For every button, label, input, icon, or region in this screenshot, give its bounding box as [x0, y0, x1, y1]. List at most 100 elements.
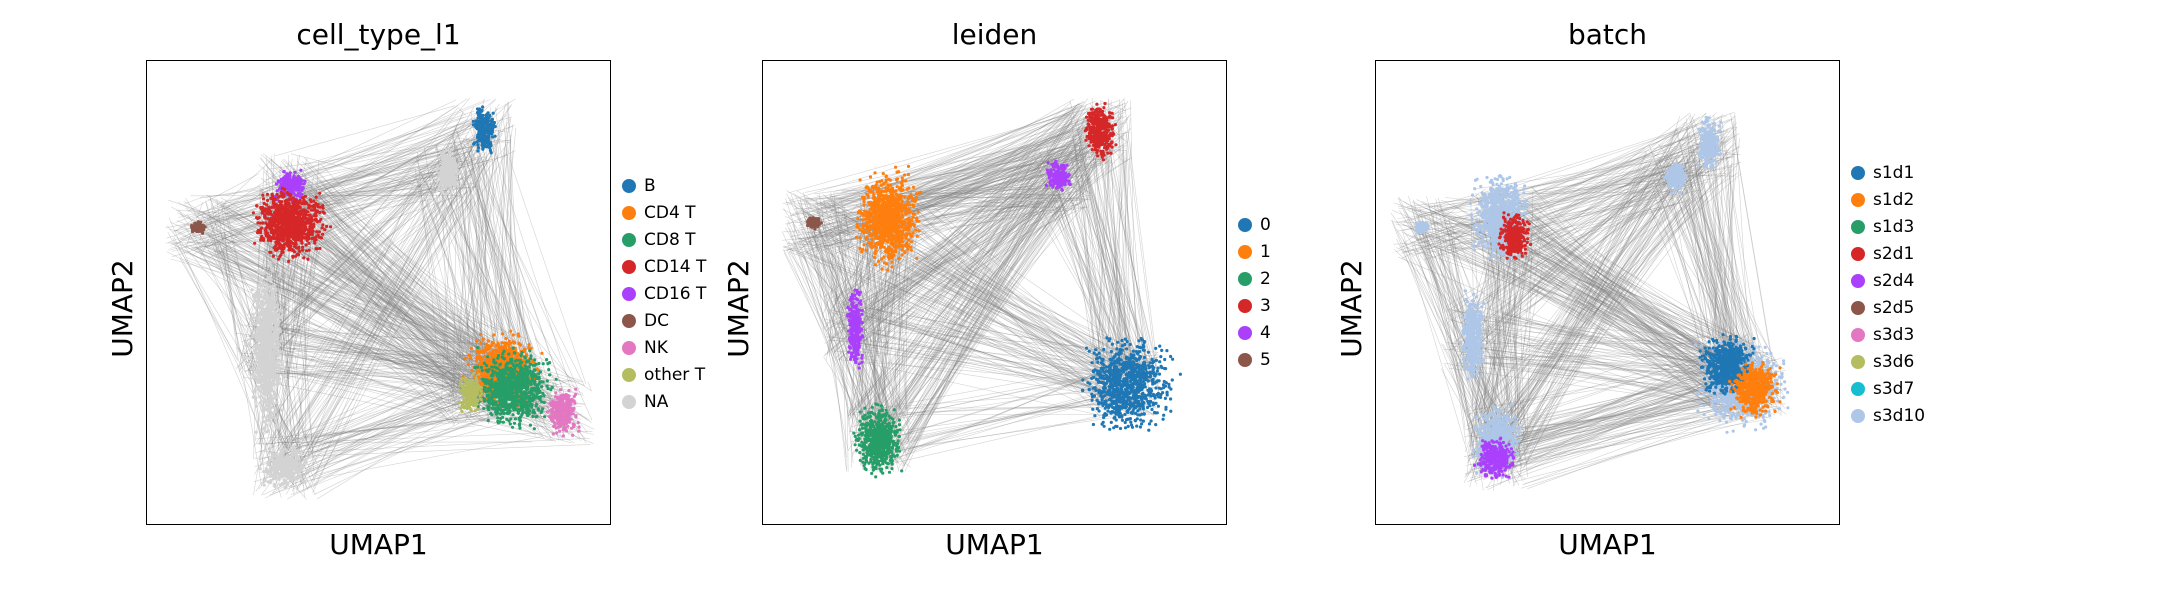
point [268, 405, 272, 409]
point [309, 200, 313, 204]
point [490, 130, 494, 134]
edge [282, 141, 477, 459]
point [259, 336, 263, 340]
point [280, 249, 284, 253]
point [453, 171, 457, 175]
edge [495, 113, 510, 378]
edge [176, 99, 457, 231]
point [278, 457, 282, 461]
edge [226, 142, 500, 225]
edge [267, 151, 446, 452]
point [271, 454, 275, 458]
point [251, 316, 255, 320]
edge [291, 145, 465, 492]
point [272, 205, 276, 209]
point [484, 141, 488, 145]
point [310, 208, 314, 212]
point [283, 199, 287, 203]
edge [301, 117, 476, 195]
edge [253, 326, 513, 348]
edge [298, 320, 467, 371]
edge [463, 143, 585, 386]
point [484, 135, 488, 139]
point [259, 358, 263, 362]
point [268, 382, 272, 387]
edge [301, 134, 483, 198]
point [281, 447, 285, 451]
edge [254, 323, 468, 368]
point [307, 217, 311, 221]
point [302, 256, 306, 260]
edge [229, 138, 470, 202]
point [270, 405, 274, 409]
edge [271, 171, 426, 458]
edge [262, 238, 321, 482]
point [298, 195, 302, 199]
point [268, 360, 272, 364]
point [463, 356, 467, 360]
point [451, 163, 455, 167]
point [262, 420, 266, 424]
point [295, 236, 299, 240]
point [481, 337, 485, 341]
point [488, 351, 493, 355]
point [274, 425, 278, 429]
point [276, 329, 280, 333]
edge [224, 117, 511, 197]
edge [204, 259, 475, 384]
point [256, 354, 260, 359]
edge [243, 335, 519, 364]
point [274, 287, 278, 291]
point [490, 365, 494, 369]
point [478, 332, 483, 337]
edge [467, 149, 560, 441]
edge [271, 189, 431, 481]
edge [289, 230, 470, 404]
edge [278, 367, 447, 451]
edge [219, 142, 431, 251]
point [280, 191, 284, 195]
edge [448, 118, 512, 410]
point [275, 205, 279, 210]
edge [222, 223, 498, 390]
point [298, 205, 302, 210]
point [266, 217, 270, 221]
point [436, 166, 440, 170]
edge [286, 159, 479, 495]
edge [204, 240, 483, 365]
point [504, 336, 508, 341]
point [261, 238, 266, 242]
point [298, 188, 302, 192]
edge [442, 112, 464, 156]
edge [226, 220, 454, 424]
point [304, 213, 308, 217]
point [303, 220, 307, 224]
point [291, 456, 295, 460]
edge [308, 410, 548, 478]
point [277, 460, 281, 464]
edge [315, 391, 497, 448]
edge [216, 199, 239, 360]
edge [263, 315, 478, 400]
edge [283, 158, 485, 373]
edge [309, 220, 500, 398]
point [478, 131, 482, 135]
edge [263, 208, 298, 446]
point [260, 330, 264, 334]
point [294, 467, 298, 471]
edge [297, 315, 314, 452]
point [277, 352, 281, 356]
edge [272, 339, 481, 379]
point [269, 478, 273, 483]
point [253, 241, 257, 245]
point [307, 213, 311, 217]
point [512, 340, 516, 344]
edge [272, 360, 481, 392]
edge [283, 383, 489, 465]
point [270, 314, 275, 318]
edge [165, 122, 474, 244]
edge [277, 214, 316, 442]
edge [214, 223, 458, 378]
point [278, 483, 282, 487]
edge [268, 130, 502, 464]
